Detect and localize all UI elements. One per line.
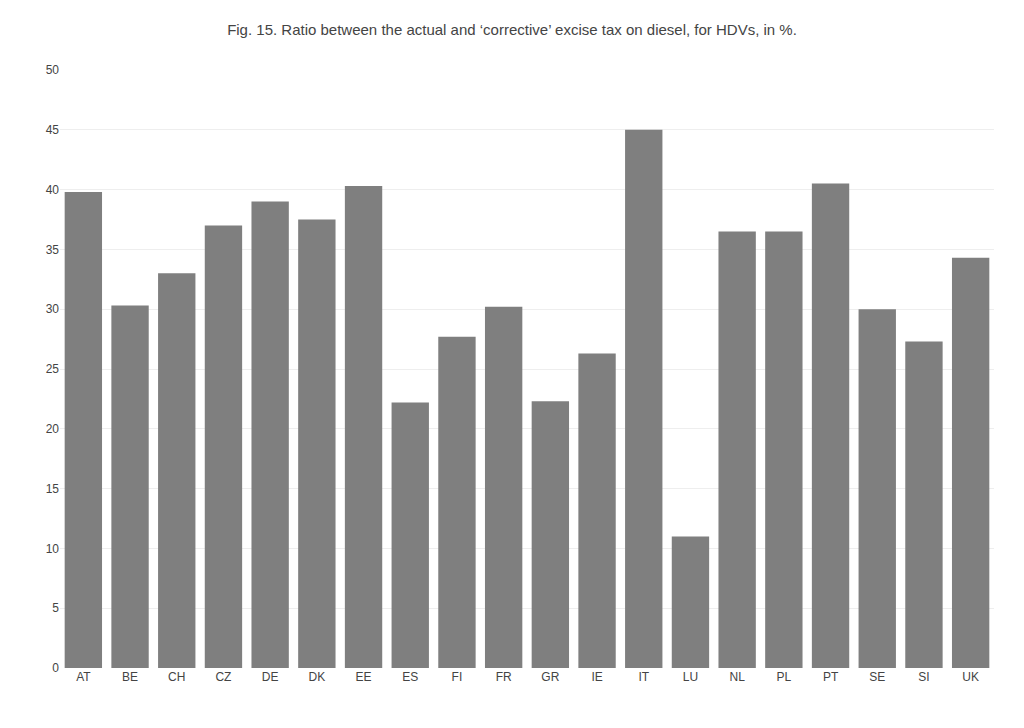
svg-text:40: 40 <box>46 183 60 197</box>
svg-text:35: 35 <box>46 243 60 257</box>
svg-text:CZ: CZ <box>215 670 231 684</box>
svg-text:20: 20 <box>46 422 60 436</box>
svg-text:UK: UK <box>962 670 979 684</box>
svg-text:SE: SE <box>869 670 885 684</box>
svg-text:45: 45 <box>46 123 60 137</box>
svg-text:IT: IT <box>638 670 649 684</box>
svg-text:DK: DK <box>309 670 326 684</box>
svg-text:NL: NL <box>729 670 745 684</box>
svg-text:BE: BE <box>122 670 138 684</box>
svg-text:AT: AT <box>76 670 91 684</box>
svg-text:0: 0 <box>52 661 59 675</box>
svg-text:CH: CH <box>168 670 185 684</box>
svg-text:PL: PL <box>777 670 792 684</box>
svg-text:FR: FR <box>496 670 512 684</box>
svg-text:30: 30 <box>46 302 60 316</box>
svg-text:50: 50 <box>46 63 60 77</box>
svg-text:ES: ES <box>402 670 418 684</box>
svg-text:EE: EE <box>356 670 372 684</box>
svg-text:25: 25 <box>46 362 60 376</box>
svg-text:15: 15 <box>46 482 60 496</box>
svg-text:LU: LU <box>683 670 698 684</box>
svg-text:5: 5 <box>52 601 59 615</box>
svg-text:Fig. 15. Ratio between the act: Fig. 15. Ratio between the actual and ‘c… <box>227 21 797 38</box>
svg-text:DE: DE <box>262 670 279 684</box>
svg-text:GR: GR <box>541 670 559 684</box>
svg-text:10: 10 <box>46 542 60 556</box>
svg-text:FI: FI <box>452 670 463 684</box>
svg-text:IE: IE <box>591 670 602 684</box>
svg-text:SI: SI <box>918 670 929 684</box>
svg-text:PT: PT <box>823 670 839 684</box>
